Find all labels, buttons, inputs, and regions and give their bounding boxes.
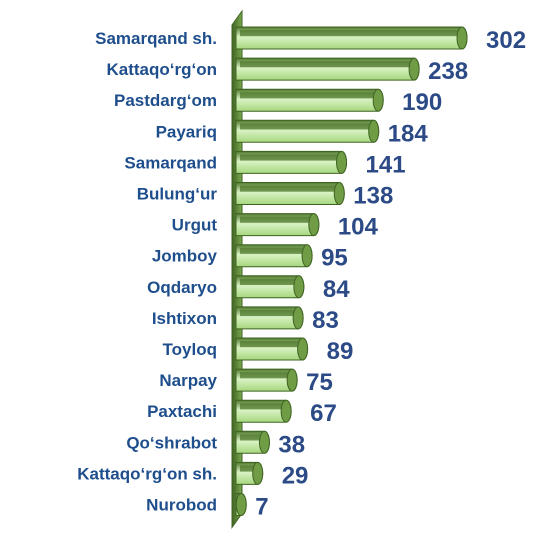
value-label: 38 — [278, 431, 305, 458]
bar — [235, 493, 247, 516]
category-label: Qo‘shrabot — [126, 433, 217, 452]
value-label: 141 — [366, 151, 406, 178]
category-label: Nurobod — [146, 496, 217, 515]
bar — [235, 275, 305, 299]
bar — [235, 399, 292, 423]
value-label: 104 — [338, 214, 379, 241]
value-label: 75 — [306, 369, 333, 396]
category-label: Ishtixon — [152, 309, 217, 328]
category-label: Narpay — [159, 371, 217, 390]
category-label: Samarqand sh. — [95, 29, 217, 48]
bar — [235, 88, 384, 112]
value-label: 138 — [353, 183, 393, 210]
category-label: Pastdarg‘om — [114, 91, 217, 110]
bar — [235, 119, 380, 143]
bar — [235, 306, 304, 330]
value-label: 184 — [388, 120, 429, 147]
category-label: Oqdaryo — [147, 278, 217, 297]
category-label: Urgut — [172, 216, 218, 235]
bar — [235, 461, 264, 485]
bar — [235, 57, 420, 81]
category-label: Toyloq — [163, 340, 217, 359]
bar — [235, 430, 270, 454]
value-label: 67 — [310, 400, 337, 427]
bar — [235, 150, 348, 174]
value-label: 302 — [486, 27, 526, 54]
value-label: 29 — [282, 462, 309, 489]
bar — [235, 26, 468, 50]
category-label: Kattaqo‘rg‘on — [107, 60, 218, 79]
category-label: Paxtachi — [147, 402, 217, 421]
bar — [235, 337, 309, 361]
category-label: Payariq — [156, 122, 217, 141]
value-label: 7 — [255, 494, 268, 521]
bar — [235, 244, 313, 268]
category-label: Kattaqo‘rg‘on sh. — [77, 464, 217, 483]
value-label: 190 — [402, 89, 442, 116]
value-label: 238 — [428, 58, 468, 85]
category-label: Samarqand — [124, 153, 217, 172]
value-label: 89 — [327, 338, 354, 365]
value-label: 95 — [321, 245, 348, 272]
category-label: Jomboy — [152, 247, 218, 266]
category-label: Bulung‘ur — [137, 185, 218, 204]
value-label: 84 — [323, 276, 350, 303]
bar — [235, 182, 345, 205]
value-label: 83 — [312, 307, 339, 334]
bar — [235, 213, 320, 237]
bar — [235, 368, 298, 392]
